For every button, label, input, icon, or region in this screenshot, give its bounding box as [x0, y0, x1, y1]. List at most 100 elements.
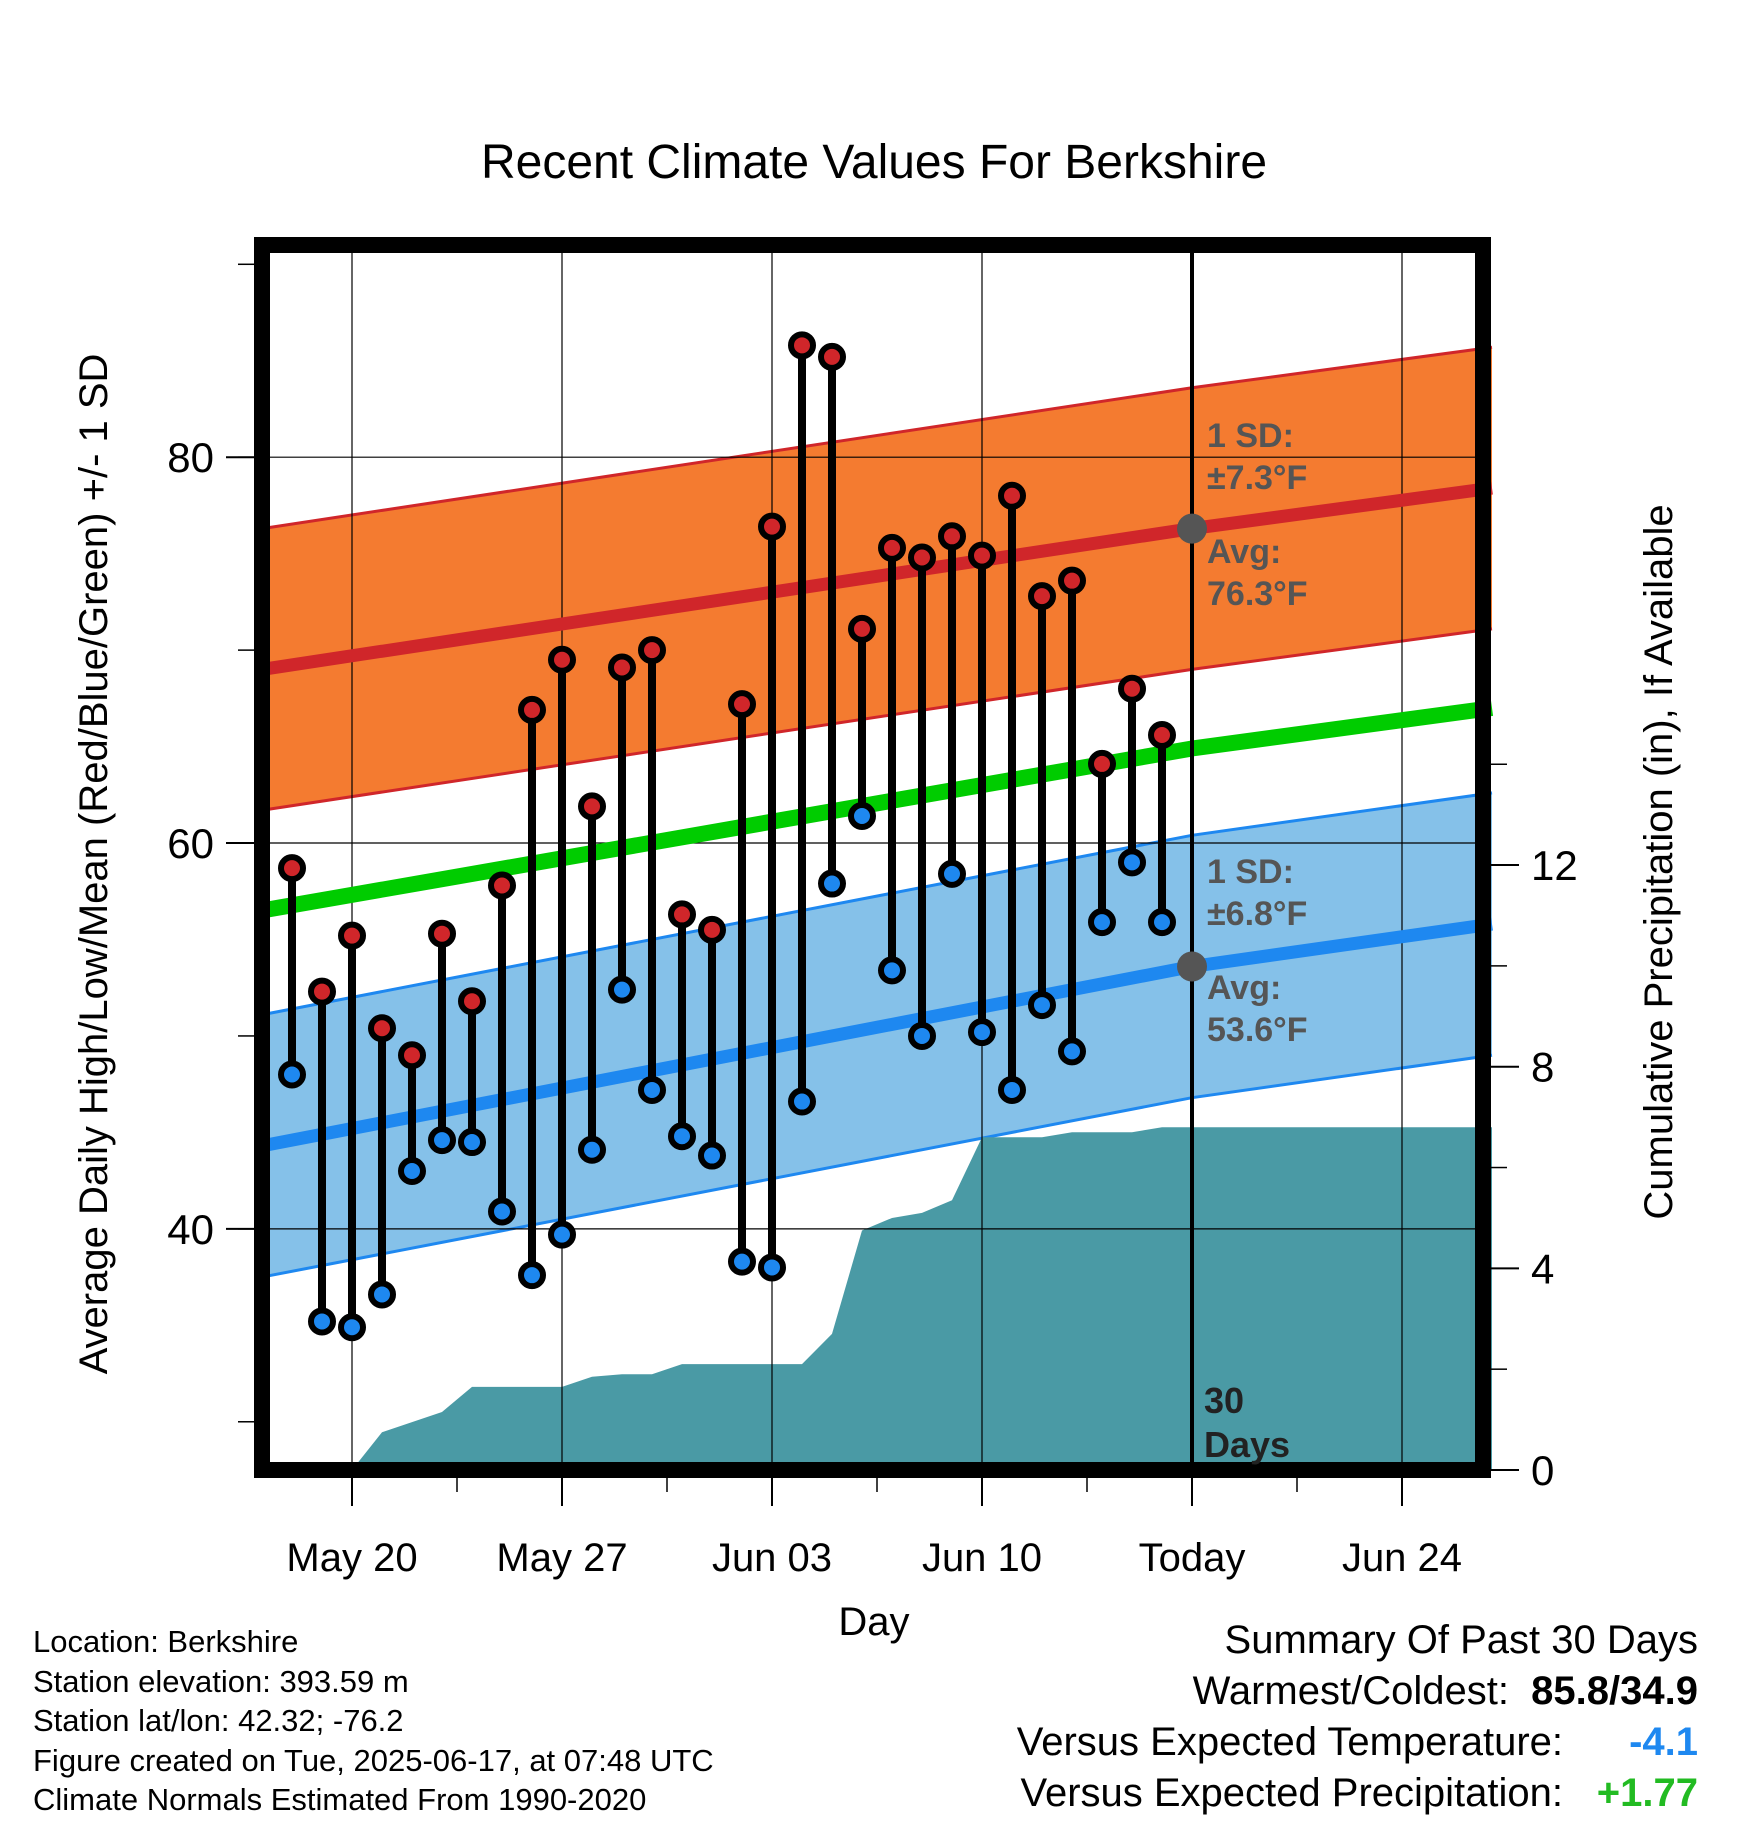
- daily-low-point: [398, 1156, 426, 1185]
- y2-axis-label: Cumulative Precipitation (in), If Availa…: [1637, 504, 1681, 1219]
- daily-low-point: [428, 1126, 456, 1155]
- band-labels: 1 SD: ±7.3°F Avg: 76.3°F 1 SD: ±6.8°F Av…: [1207, 417, 1308, 1049]
- daily-low-point: [698, 1141, 726, 1170]
- y-tick-label: 80: [167, 434, 214, 481]
- daily-high-point: [1118, 674, 1146, 703]
- elevation-text: Station elevation: 393.59 m: [33, 1663, 409, 1699]
- y2-tick-label: 12: [1531, 842, 1578, 889]
- daily-high-point: [338, 921, 366, 950]
- summary-precip: Versus Expected Precipitation: +1.77: [1017, 1768, 1698, 1819]
- summary-title: Summary Of Past 30 Days: [1224, 1618, 1698, 1662]
- summary-panel: Summary Of Past 30 Days Warmest/Coldest:…: [1017, 1615, 1698, 1819]
- high-avg-label: Avg:: [1207, 533, 1281, 571]
- station-info: Location: Berkshire Station elevation: 3…: [33, 1622, 714, 1820]
- daily-high-point: [788, 331, 816, 360]
- daily-high-point: [1148, 721, 1176, 749]
- high-sd-label: 1 SD:: [1207, 417, 1294, 455]
- daily-high-point: [818, 342, 846, 371]
- today-high-average-dot: [1177, 513, 1207, 544]
- daily-high-point: [908, 543, 936, 572]
- daily-high-point: [578, 792, 606, 821]
- daily-high-point: [368, 1014, 396, 1043]
- daily-high-point: [848, 614, 876, 643]
- x-tick-label: Today: [1139, 1536, 1246, 1580]
- daily-high-point: [998, 481, 1026, 510]
- daily-high-point: [728, 690, 756, 719]
- daily-high-point: [548, 645, 576, 674]
- x-tick-label: May 27: [496, 1536, 627, 1580]
- low-sd-band: [262, 792, 1492, 1278]
- daily-high-point: [968, 541, 996, 570]
- y2-tick-label: 8: [1531, 1044, 1554, 1091]
- chart-title: Recent Climate Values For Berkshire: [481, 136, 1267, 189]
- daily-low-point: [278, 1060, 306, 1089]
- daily-high-point: [518, 695, 546, 724]
- daily-high-point: [1058, 566, 1086, 595]
- daily-high-point: [638, 636, 666, 665]
- x-tick-label: Jun 24: [1342, 1536, 1462, 1580]
- daily-high-point: [878, 533, 906, 562]
- location-text: Location: Berkshire: [33, 1624, 299, 1659]
- low-avg-value: 53.6°F: [1207, 1011, 1308, 1049]
- low-avg-label: Avg:: [1207, 969, 1281, 1007]
- daily-low-point: [878, 956, 906, 985]
- daily-low-point: [608, 975, 636, 1004]
- daily-points: [278, 331, 1176, 1342]
- x-axis-label: Day: [838, 1600, 909, 1644]
- summary-temp: Versus Expected Temperature: -4.1: [1017, 1717, 1698, 1768]
- temp-label: Versus Expected Temperature:: [1016, 1720, 1563, 1764]
- daily-high-point: [428, 919, 456, 948]
- daily-low-point: [1058, 1037, 1086, 1066]
- daily-low-point: [668, 1122, 696, 1151]
- y-axis-label: Average Daily High/Low/Mean (Red/Blue/Gr…: [72, 354, 116, 1375]
- warm-cold-value: 85.8/34.9: [1531, 1669, 1698, 1713]
- daily-high-point: [1028, 582, 1056, 611]
- axes: 40 60 80 0 4 8 12 May 20 May 27 Jun 03 Jun 10 Today…: [167, 237, 1578, 1580]
- daily-low-point: [1028, 991, 1056, 1020]
- normals-text: Climate Normals Estimated From 1990-2020: [33, 1782, 647, 1817]
- low-sd-label: 1 SD:: [1207, 853, 1294, 891]
- daily-high-point: [458, 987, 486, 1016]
- daily-low-point: [1118, 848, 1146, 877]
- daily-low-point: [548, 1220, 576, 1249]
- daily-low-point: [488, 1197, 516, 1226]
- daily-low-point: [788, 1087, 816, 1116]
- daily-low-point: [308, 1307, 336, 1336]
- precipitation-area: [262, 1127, 1492, 1470]
- daily-low-point: [998, 1075, 1026, 1104]
- daily-low-point: [368, 1280, 396, 1309]
- high-sd-value: ±7.3°F: [1207, 459, 1307, 497]
- daily-low-point: [638, 1075, 666, 1104]
- daily-high-point: [278, 854, 306, 883]
- latlon-text: Station lat/lon: 42.32; -76.2: [33, 1703, 404, 1738]
- daily-low-point: [908, 1021, 936, 1050]
- daily-low-point: [1148, 908, 1176, 937]
- daily-high-point: [938, 522, 966, 551]
- daily-low-point: [1088, 908, 1116, 937]
- y-tick-label: 60: [167, 820, 214, 867]
- low-sd-value: ±6.8°F: [1207, 895, 1307, 933]
- daily-high-point: [308, 977, 336, 1006]
- today-low-average-dot: [1177, 951, 1207, 982]
- summary-warm-cold: Warmest/Coldest: 85.8/34.9: [1017, 1666, 1698, 1717]
- daily-low-point: [518, 1261, 546, 1290]
- today-days-label: 30 Days: [1204, 1380, 1290, 1465]
- precip-label: Versus Expected Precipitation:: [1020, 1771, 1563, 1815]
- daily-low-point: [458, 1128, 486, 1157]
- daily-high-point: [1088, 749, 1116, 778]
- y2-tick-label: 4: [1531, 1245, 1554, 1292]
- x-tick-label: Jun 10: [922, 1536, 1042, 1580]
- daily-low-point: [938, 859, 966, 888]
- daily-range-stems: [288, 345, 1166, 1328]
- daily-low-point: [758, 1253, 786, 1282]
- daily-low-point: [818, 869, 846, 898]
- x-tick-label: May 20: [286, 1536, 417, 1580]
- daily-high-point: [608, 653, 636, 682]
- y-tick-label: 40: [167, 1206, 214, 1253]
- daily-low-point: [578, 1135, 606, 1164]
- plot-frame: [254, 237, 1491, 1478]
- daily-high-point: [488, 871, 516, 900]
- today-marker: [1177, 245, 1207, 1470]
- daily-high-point: [698, 915, 726, 944]
